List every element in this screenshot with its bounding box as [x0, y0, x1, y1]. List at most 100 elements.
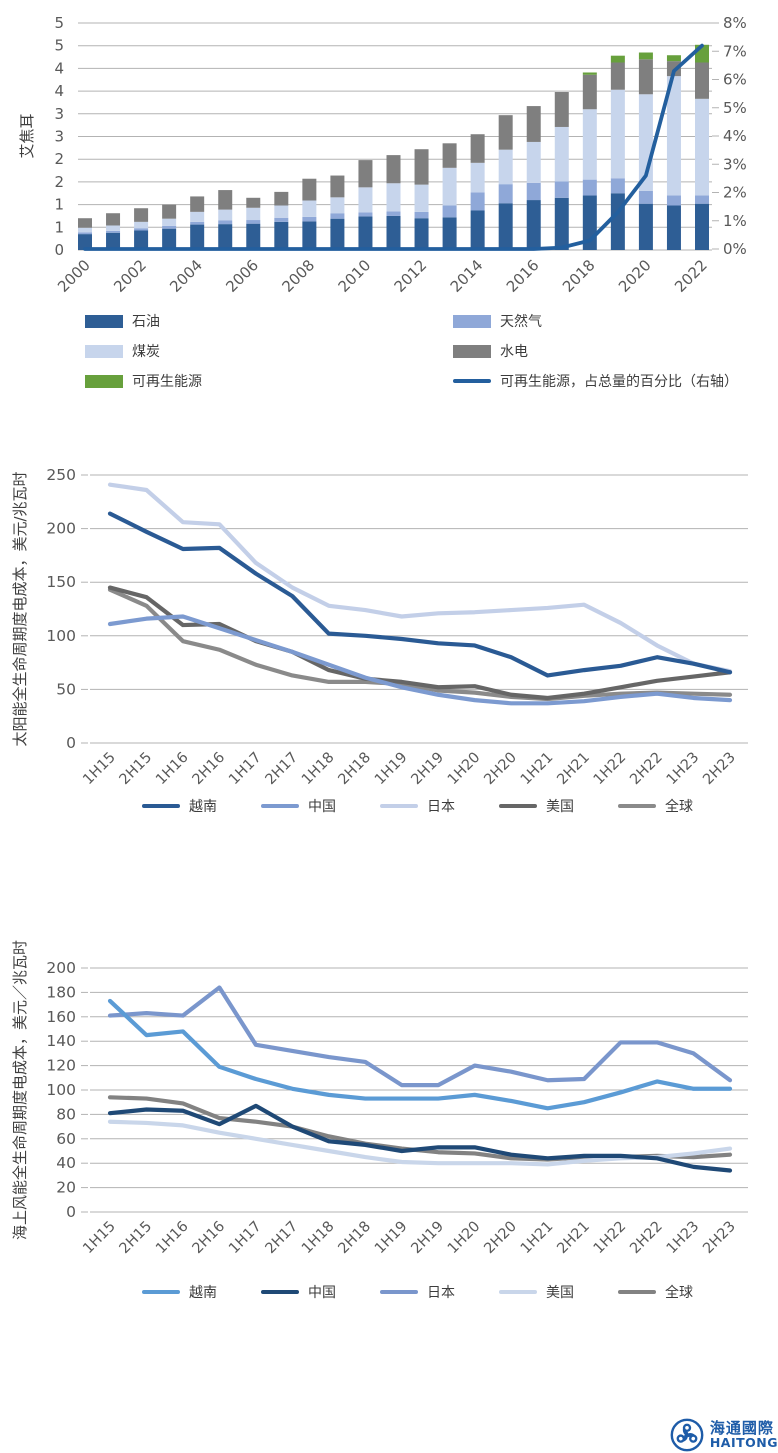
bar-segment-coal [414, 184, 429, 212]
bar-segment-oil [358, 216, 373, 250]
svg-text:2002: 2002 [110, 256, 150, 296]
bar-segment-oil [695, 203, 709, 250]
svg-text:1H21: 1H21 [518, 750, 557, 789]
bar-segment-natural-gas [134, 228, 149, 231]
svg-text:2H21: 2H21 [554, 1219, 593, 1258]
x-axis-tick-labels: 1H152H151H162H161H172H171H182H181H192H19… [80, 750, 739, 789]
svg-text:20: 20 [56, 1179, 76, 1197]
bar-segment-natural-gas [78, 232, 92, 235]
bar-segment-oil [638, 203, 653, 250]
bar-segment-coal [358, 187, 373, 213]
bar-segment-natural-gas [526, 182, 541, 201]
legend-label-vietnam: 越南 [189, 1285, 217, 1301]
svg-text:2H19: 2H19 [408, 750, 447, 789]
bar-segment-coal [470, 162, 485, 193]
svg-text:1H18: 1H18 [299, 750, 338, 789]
line-series [107, 482, 733, 706]
svg-text:2H21: 2H21 [554, 750, 593, 789]
bar-segment-hydro [302, 178, 317, 201]
svg-text:1H19: 1H19 [372, 1219, 411, 1258]
svg-text:0: 0 [66, 1203, 76, 1221]
haitong-logo-english-name: HAITONG [709, 1435, 778, 1451]
bar-segment-coal [498, 149, 513, 185]
svg-text:200: 200 [46, 959, 76, 977]
svg-text:2H15: 2H15 [117, 750, 156, 789]
gridlines [90, 474, 748, 744]
bar-segment-natural-gas [106, 230, 121, 233]
svg-text:2022: 2022 [671, 256, 711, 296]
series-line-2 [107, 985, 733, 1088]
svg-text:2H16: 2H16 [190, 1219, 229, 1258]
svg-text:2006: 2006 [222, 256, 262, 296]
oil-swatch [85, 314, 123, 328]
bar-segment-coal [78, 227, 92, 233]
bar-segment-hydro [274, 191, 289, 206]
svg-text:4: 4 [54, 59, 64, 77]
svg-text:100: 100 [46, 627, 76, 645]
svg-text:60: 60 [56, 1130, 76, 1148]
legend-item-renewables-share-line: 可再生能源，占总量的百分比（右轴） [453, 371, 745, 391]
legend-label-renewables-share: 可再生能源，占总量的百分比（右轴） [500, 374, 738, 390]
svg-text:海上风能全生命周期度电成本，美元／兆瓦时: 海上风能全生命周期度电成本，美元／兆瓦时 [11, 940, 29, 1240]
offshore-wind-lcoe-legend: 越南 中国 日本 美国 全球 [90, 1282, 745, 1302]
bar-segment-coal [442, 167, 457, 206]
us-line-swatch [499, 804, 537, 808]
legend-item-hydro: 水电 [453, 341, 745, 361]
svg-text:2H22: 2H22 [627, 750, 666, 789]
us-line-swatch [499, 1290, 537, 1294]
svg-text:1H22: 1H22 [591, 1219, 630, 1258]
bar-segment-oil [526, 200, 541, 250]
bar-segment-natural-gas [610, 178, 625, 194]
svg-text:4%: 4% [723, 127, 747, 145]
svg-text:2H17: 2H17 [263, 1219, 302, 1258]
line-series [107, 985, 733, 1173]
bar-segment-natural-gas [302, 216, 317, 222]
legend-item-us: 美国 [499, 796, 574, 816]
svg-text:2H18: 2H18 [336, 1219, 375, 1258]
bar-segment-oil [134, 230, 149, 250]
bar-segment-natural-gas [582, 179, 597, 196]
legend-item-global: 全球 [618, 1282, 693, 1302]
svg-text:1H20: 1H20 [445, 750, 484, 789]
svg-text:太阳能全生命周期度电成本，美元/兆瓦时: 太阳能全生命周期度电成本，美元/兆瓦时 [11, 471, 29, 746]
bar-segment-coal [190, 211, 205, 222]
svg-text:1: 1 [54, 218, 64, 236]
bar-segment-hydro [610, 62, 625, 90]
global-line-swatch [618, 804, 656, 808]
svg-text:1H15: 1H15 [80, 1219, 119, 1258]
china-line-swatch [261, 1290, 299, 1294]
svg-text:5: 5 [54, 14, 64, 32]
stacked-bars [78, 44, 709, 250]
bar-segment-hydro [162, 204, 177, 219]
legend-label-japan: 日本 [427, 799, 455, 815]
bar-segment-oil [498, 203, 513, 250]
legend-label-vietnam: 越南 [189, 799, 217, 815]
bar-segment-natural-gas [414, 211, 429, 219]
svg-text:1H22: 1H22 [591, 750, 630, 789]
bar-segment-coal [246, 207, 261, 221]
svg-text:1H19: 1H19 [372, 750, 411, 789]
legend-label-china: 中国 [308, 799, 336, 815]
china-line-swatch [261, 804, 299, 808]
legend-label-global: 全球 [665, 1285, 693, 1301]
haitong-logo-text: 海通國際 HAITONG [709, 1420, 778, 1451]
bar-segment-oil [386, 215, 401, 250]
svg-text:8%: 8% [723, 14, 747, 32]
svg-text:2000: 2000 [54, 256, 94, 296]
legend-item-china: 中国 [261, 796, 336, 816]
legend-label-global: 全球 [665, 799, 693, 815]
svg-text:3: 3 [54, 128, 64, 146]
bar-segment-coal [106, 225, 121, 231]
svg-text:0: 0 [66, 734, 76, 752]
bar-segment-hydro [386, 155, 401, 184]
svg-text:180: 180 [46, 983, 76, 1001]
svg-text:1H23: 1H23 [664, 750, 703, 789]
series-line-0 [107, 998, 733, 1111]
renewables-swatch [85, 374, 123, 388]
svg-text:2H20: 2H20 [481, 750, 520, 789]
bar-segment-oil [470, 210, 485, 250]
natural-gas-swatch [453, 314, 491, 328]
bar-segment-renewables [610, 55, 625, 63]
svg-text:2%: 2% [723, 184, 747, 202]
bar-segment-natural-gas [442, 205, 457, 218]
